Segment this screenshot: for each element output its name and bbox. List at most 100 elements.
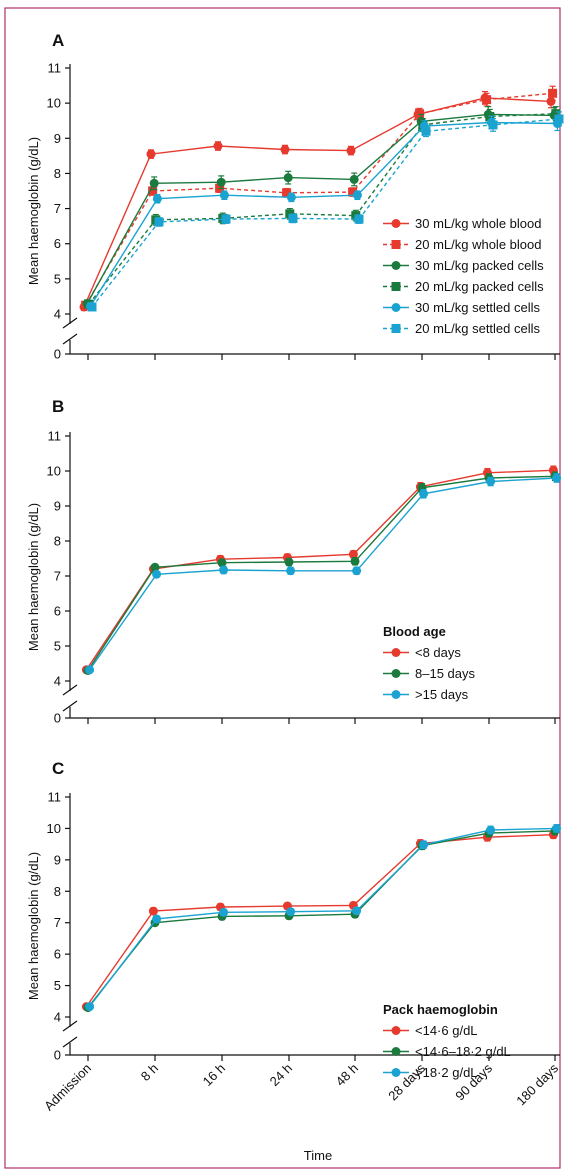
legend-label: <14·6–18·2 g/dL — [415, 1044, 511, 1059]
legend-label: >18·2 g/dL — [415, 1065, 478, 1080]
data-point — [352, 906, 362, 916]
x-tick-label: 48 h — [333, 1061, 362, 1090]
y-tick-label: 0 — [54, 711, 61, 726]
series-line — [87, 830, 556, 1009]
legend-label: <8 days — [415, 645, 461, 660]
y-tick-label: 7 — [54, 201, 61, 216]
legend-label: 20 mL/kg packed cells — [415, 279, 544, 294]
panel-letter: A — [52, 31, 64, 50]
data-point — [85, 665, 95, 675]
y-tick-label: 11 — [48, 61, 62, 76]
series-line — [85, 469, 554, 671]
data-point — [288, 213, 298, 223]
data-point — [348, 187, 358, 197]
legend: Blood age <8 days 8–15 days >15 days — [383, 624, 475, 702]
legend-label: <14·6 g/dL — [415, 1023, 478, 1038]
y-tick-label: 5 — [54, 639, 61, 654]
data-point — [150, 562, 160, 572]
data-point — [149, 178, 159, 188]
y-tick-label: 4 — [54, 674, 61, 689]
data-point — [548, 88, 558, 98]
y-axis-title: Mean haemoglobin (g/dL) — [26, 852, 41, 1000]
data-point — [419, 840, 429, 850]
axis-break-mark — [62, 684, 78, 696]
data-point — [213, 141, 223, 151]
data-point — [146, 149, 156, 159]
y-tick-label: 7 — [54, 915, 61, 930]
legend-marker — [391, 324, 401, 333]
y-tick-label: 9 — [54, 499, 61, 514]
series-line — [86, 113, 555, 304]
series-line — [89, 121, 558, 307]
legend-marker — [391, 690, 401, 699]
data-point — [285, 209, 295, 219]
axis-break-mark — [62, 1020, 78, 1032]
legend-label: >15 days — [415, 687, 469, 702]
legend-title: Pack haemoglobin — [383, 1002, 498, 1017]
y-tick-label: 8 — [54, 534, 61, 549]
data-point — [486, 825, 496, 835]
data-point — [421, 126, 431, 136]
legend-marker — [391, 1026, 401, 1035]
legend-marker — [391, 648, 401, 657]
x-tick-label: 16 h — [200, 1061, 229, 1090]
data-point — [348, 549, 358, 559]
legend-label: 8–15 days — [415, 666, 475, 681]
legend-marker — [391, 261, 401, 270]
series-line — [85, 834, 554, 1008]
legend-marker — [391, 240, 401, 249]
data-point — [154, 217, 164, 227]
data-point — [152, 569, 162, 579]
data-point — [148, 906, 158, 916]
data-point — [283, 173, 293, 183]
data-point — [554, 114, 564, 124]
y-tick-label: 4 — [54, 1010, 61, 1025]
axis-break-mark — [62, 700, 78, 712]
series-line — [91, 118, 560, 308]
y-tick-label: 11 — [48, 429, 62, 444]
data-point — [488, 120, 498, 130]
y-tick-label: 9 — [54, 131, 61, 146]
y-tick-label: 11 — [48, 790, 62, 805]
x-tick-label: 180 days — [513, 1060, 561, 1108]
y-tick-label: 8 — [54, 166, 61, 181]
data-point — [349, 174, 359, 184]
y-tick-label: 5 — [54, 271, 61, 286]
y-tick-label: 8 — [54, 884, 61, 899]
data-point — [217, 558, 227, 568]
x-tick-label: 24 h — [267, 1061, 296, 1090]
data-point — [419, 489, 429, 499]
data-point — [350, 556, 360, 566]
data-point — [282, 188, 292, 198]
data-point — [286, 192, 296, 202]
y-tick-label: 6 — [54, 236, 61, 251]
legend-marker — [391, 303, 401, 312]
legend-marker — [391, 669, 401, 678]
data-point — [551, 109, 561, 119]
series-line — [87, 475, 556, 671]
y-axis-title: Mean haemoglobin (g/dL) — [26, 503, 41, 651]
data-point — [286, 907, 296, 917]
data-point — [148, 186, 158, 196]
legend-label: 30 mL/kg packed cells — [415, 258, 544, 273]
data-point — [85, 1002, 95, 1012]
data-point — [354, 214, 364, 224]
series-line — [84, 92, 553, 306]
legend-marker — [391, 282, 401, 291]
series-2 — [82, 106, 559, 308]
panel-letter: B — [52, 397, 64, 416]
legend-marker — [391, 1047, 401, 1056]
data-point — [280, 145, 290, 155]
data-point — [346, 146, 356, 156]
legend-label: 30 mL/kg whole blood — [415, 216, 541, 231]
data-point — [221, 214, 231, 224]
y-axis-title: Mean haemoglobin (g/dL) — [26, 137, 41, 285]
data-point — [219, 565, 229, 575]
y-tick-label: 10 — [47, 821, 61, 836]
legend-label: 20 mL/kg settled cells — [415, 321, 541, 336]
panel-letter: C — [52, 759, 64, 778]
axis-break-mark — [62, 333, 78, 345]
y-tick-label: 5 — [54, 978, 61, 993]
data-point — [284, 557, 294, 567]
y-tick-label: 6 — [54, 947, 61, 962]
